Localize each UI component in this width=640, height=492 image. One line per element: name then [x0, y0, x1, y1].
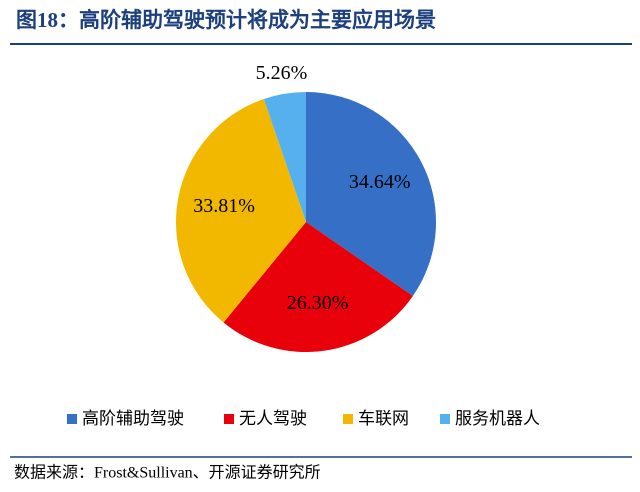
data-label: 33.81%	[193, 195, 255, 217]
data-label: 34.64%	[349, 171, 411, 193]
legend-label: 高阶辅助驾驶	[82, 409, 184, 428]
legend-swatch	[440, 414, 450, 424]
data-label: 5.26%	[256, 62, 308, 84]
legend-label: 车联网	[358, 409, 409, 428]
data-label: 26.30%	[287, 292, 349, 314]
source-note: 数据来源：Frost&Sullivan、开源证券研究所	[14, 464, 321, 482]
legend-swatch	[67, 414, 77, 424]
pie-slice	[175, 99, 306, 323]
pie-slice	[306, 92, 436, 296]
legend-label: 服务机器人	[455, 409, 540, 428]
legend-swatch	[224, 414, 234, 424]
chart-title: 图18：高阶辅助驾驶预计将成为主要应用场景	[16, 8, 436, 32]
legend-swatch	[343, 414, 353, 424]
pie-slice	[223, 222, 413, 352]
legend-label: 无人驾驶	[239, 409, 307, 428]
pie-slice	[263, 92, 306, 222]
